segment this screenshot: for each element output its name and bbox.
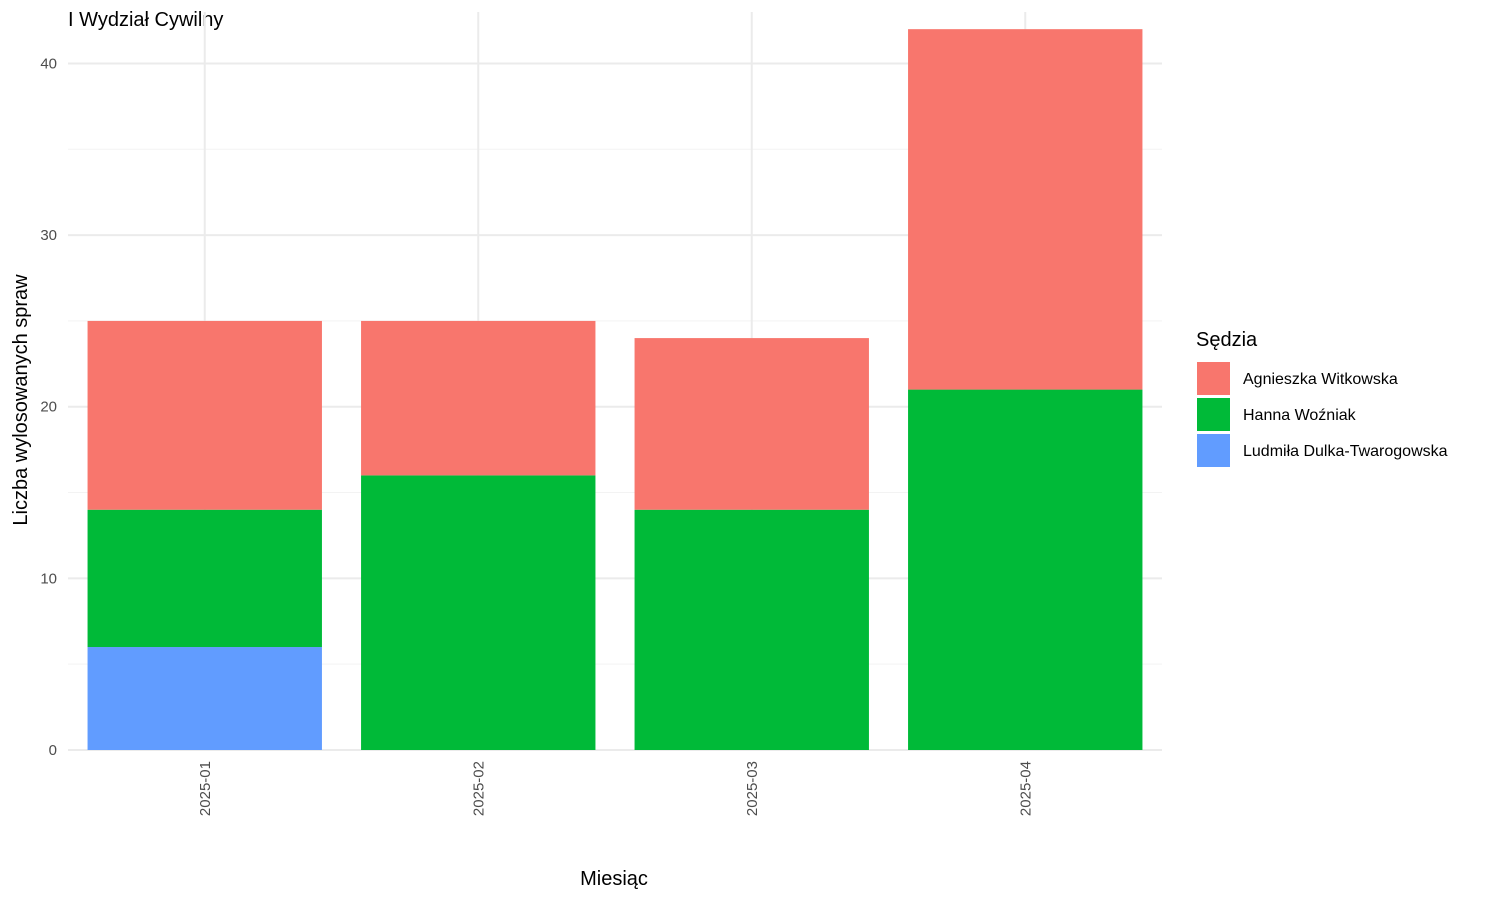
legend: Sędzia Agnieszka Witkowska Hanna Woźniak L… (1196, 329, 1448, 467)
x-axis-ticks: 2025-01 2025-02 2025-03 2025-04 (197, 761, 1035, 816)
y-tick-label: 0 (49, 742, 57, 759)
x-tick-label: 2025-03 (744, 761, 761, 816)
legend-swatch (1197, 398, 1230, 431)
legend-title: Sędzia (1196, 329, 1258, 351)
bar-segment (87, 320, 322, 510)
legend-label: Ludmiła Dulka-Twarogowska (1243, 443, 1448, 460)
x-tick-label: 2025-04 (1017, 761, 1034, 816)
y-axis-title: Liczba wylosowanych spraw (10, 274, 32, 526)
legend-swatch (1197, 362, 1230, 395)
y-tick-label: 30 (40, 227, 57, 244)
bar-segment (908, 29, 1143, 390)
bar-segment (361, 320, 596, 476)
x-tick-label: 2025-02 (470, 761, 487, 816)
bar-segment (634, 338, 869, 510)
bar-segment (87, 509, 322, 648)
y-axis-ticks: 0 10 20 30 40 (40, 55, 57, 759)
bars (87, 29, 1143, 750)
bar-segment (361, 475, 596, 750)
bar-segment (634, 509, 869, 750)
bar-segment (87, 647, 322, 750)
y-tick-label: 20 (40, 399, 57, 416)
x-axis-title: Miesiąc (580, 868, 648, 890)
x-tick-label: 2025-01 (197, 761, 214, 816)
legend-swatch (1197, 434, 1230, 467)
y-tick-label: 10 (40, 570, 57, 587)
legend-label: Agnieszka Witkowska (1243, 371, 1398, 388)
legend-label: Hanna Woźniak (1243, 407, 1357, 424)
bar-segment (908, 389, 1143, 750)
chart-title: I Wydział Cywilny (68, 9, 223, 31)
y-tick-label: 40 (40, 55, 57, 72)
